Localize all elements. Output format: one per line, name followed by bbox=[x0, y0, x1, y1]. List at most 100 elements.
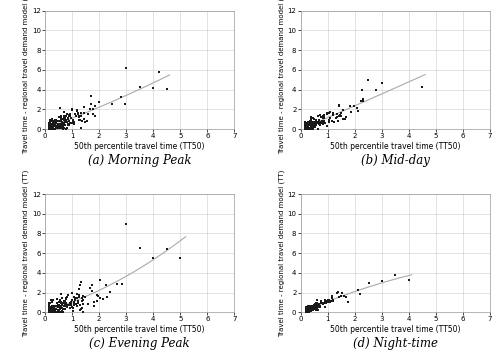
Point bbox=[73, 291, 81, 297]
Point bbox=[57, 113, 65, 119]
Point bbox=[302, 309, 310, 314]
Point bbox=[306, 303, 314, 309]
Point bbox=[66, 300, 74, 306]
Point bbox=[70, 294, 78, 299]
Point bbox=[45, 125, 53, 131]
Point bbox=[305, 309, 313, 315]
Point bbox=[309, 121, 317, 126]
Point bbox=[48, 308, 56, 313]
Point bbox=[365, 280, 373, 285]
Point bbox=[321, 120, 329, 126]
Point bbox=[81, 119, 89, 125]
Point bbox=[52, 306, 60, 312]
Point bbox=[86, 285, 94, 291]
Point bbox=[45, 126, 53, 131]
Point bbox=[50, 120, 58, 126]
Point bbox=[302, 307, 310, 313]
Point bbox=[149, 85, 157, 90]
Point bbox=[102, 283, 110, 288]
Point bbox=[122, 221, 130, 227]
Point bbox=[335, 102, 343, 108]
Point bbox=[60, 303, 68, 309]
Point bbox=[337, 110, 345, 116]
Point bbox=[136, 84, 143, 89]
Point bbox=[45, 125, 53, 131]
Point bbox=[304, 306, 312, 312]
Point bbox=[46, 126, 54, 131]
Point bbox=[60, 109, 68, 115]
Point bbox=[45, 125, 53, 131]
Point bbox=[45, 125, 53, 131]
Point bbox=[300, 126, 308, 131]
Point bbox=[47, 123, 55, 129]
Point bbox=[300, 124, 308, 130]
Point bbox=[310, 304, 318, 310]
Point bbox=[302, 307, 310, 313]
Point bbox=[48, 305, 56, 311]
Point bbox=[302, 306, 310, 312]
Point bbox=[304, 126, 312, 131]
Point bbox=[50, 307, 58, 313]
Point bbox=[305, 306, 313, 312]
Point bbox=[50, 122, 58, 128]
Point bbox=[67, 300, 75, 306]
Point bbox=[54, 118, 62, 124]
Point bbox=[45, 306, 53, 312]
Point bbox=[45, 309, 53, 315]
Point bbox=[54, 124, 62, 130]
Point bbox=[326, 117, 334, 123]
Point bbox=[300, 126, 308, 131]
Point bbox=[302, 309, 310, 315]
Point bbox=[328, 293, 336, 299]
Point bbox=[46, 123, 54, 129]
Point bbox=[57, 123, 65, 129]
Point bbox=[56, 125, 64, 131]
Point bbox=[302, 305, 310, 311]
Point bbox=[318, 300, 326, 306]
Point bbox=[318, 113, 326, 118]
Point bbox=[76, 282, 84, 288]
Point bbox=[308, 124, 316, 130]
Point bbox=[316, 119, 324, 125]
Point bbox=[74, 300, 82, 306]
Point bbox=[310, 122, 318, 128]
Point bbox=[304, 122, 312, 128]
Point bbox=[300, 125, 308, 131]
Point bbox=[308, 306, 316, 311]
Point bbox=[54, 124, 62, 130]
Point bbox=[306, 120, 314, 126]
Point bbox=[312, 302, 320, 308]
Point bbox=[324, 298, 332, 303]
Point bbox=[52, 303, 60, 309]
Point bbox=[52, 120, 60, 125]
Point bbox=[310, 302, 318, 307]
Point bbox=[78, 295, 86, 301]
Point bbox=[300, 121, 308, 126]
Point bbox=[49, 303, 57, 308]
Point bbox=[60, 126, 68, 131]
Point bbox=[309, 120, 317, 126]
Point bbox=[88, 288, 96, 294]
Point bbox=[316, 112, 324, 118]
Point bbox=[45, 309, 53, 315]
Point bbox=[300, 125, 308, 131]
Point bbox=[57, 118, 65, 123]
Point bbox=[51, 121, 59, 126]
Point bbox=[312, 306, 320, 311]
Point bbox=[300, 126, 308, 131]
Point bbox=[302, 307, 310, 312]
Point bbox=[45, 305, 53, 311]
Point bbox=[302, 307, 310, 313]
Point bbox=[45, 125, 53, 131]
Point bbox=[76, 302, 84, 307]
Point bbox=[308, 124, 316, 130]
Point bbox=[300, 122, 308, 128]
Point bbox=[60, 306, 68, 312]
Point bbox=[302, 309, 310, 314]
Point bbox=[305, 303, 313, 309]
Point bbox=[320, 114, 328, 120]
Point bbox=[58, 123, 66, 129]
Point bbox=[300, 126, 308, 131]
Point bbox=[45, 300, 53, 306]
Point bbox=[49, 120, 57, 125]
